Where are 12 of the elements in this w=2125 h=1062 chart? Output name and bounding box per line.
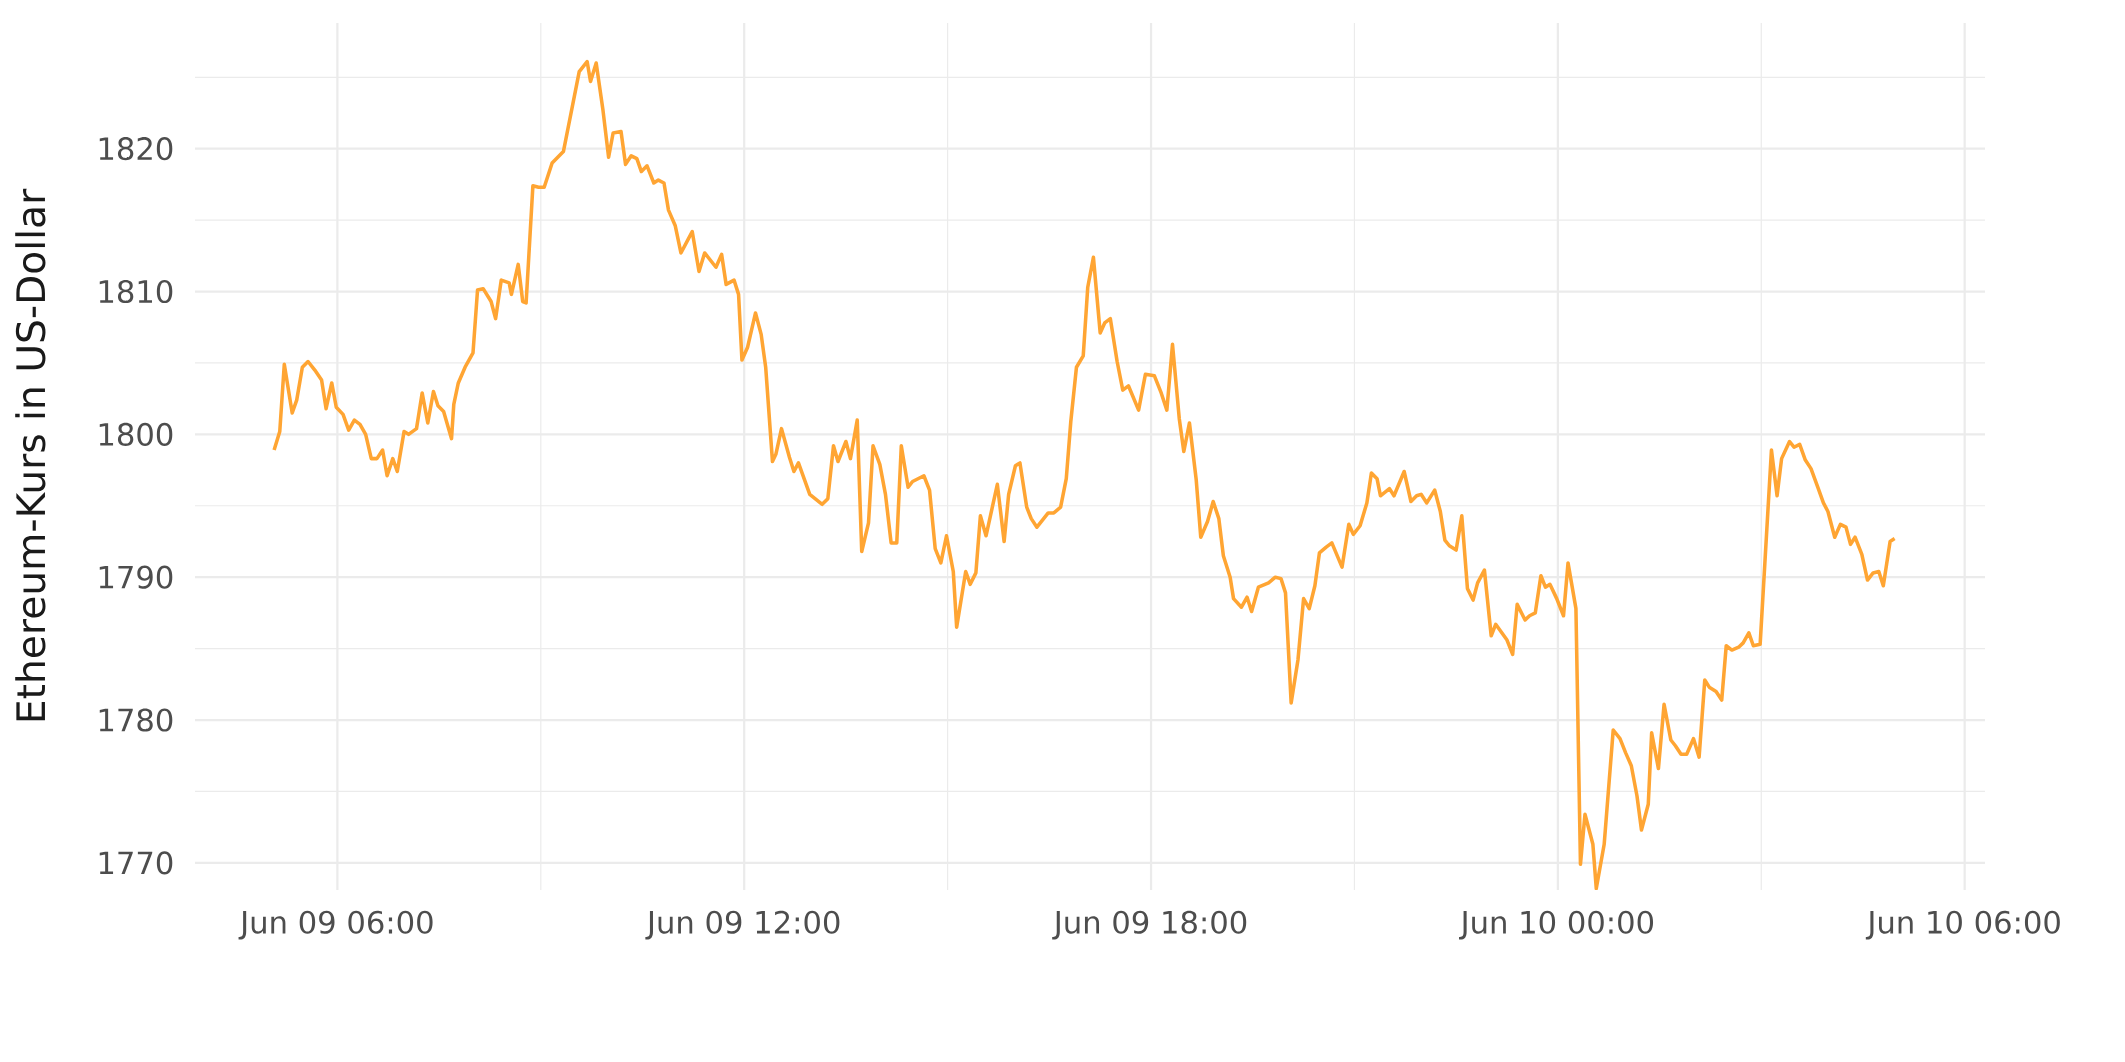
- x-tick-label: Jun 09 18:00: [1052, 910, 1247, 940]
- y-tick-label: 1790: [99, 565, 173, 589]
- y-tick-label: 1780: [99, 708, 173, 732]
- x-tick-label: Jun 09 06:00: [238, 910, 433, 940]
- x-tick-label: Jun 09 12:00: [645, 910, 840, 940]
- x-tick-label: Jun 10 06:00: [1865, 910, 2060, 940]
- y-tick-label: 1800: [99, 422, 173, 446]
- y-tick-label: 1820: [99, 137, 173, 161]
- y-tick-label: 1810: [99, 279, 173, 304]
- y-tick-label: 1770: [99, 851, 173, 875]
- x-tick-label: Jun 10 00:00: [1459, 910, 1654, 940]
- y-axis-title: Ethereum-Kurs in US-Dollar: [15, 188, 46, 721]
